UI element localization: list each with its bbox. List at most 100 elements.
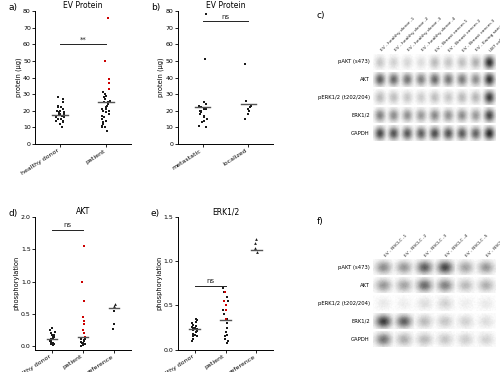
- Point: [188, 338, 196, 344]
- Point: [110, 301, 118, 307]
- Point: [48, 340, 56, 346]
- Point: [244, 111, 252, 117]
- Text: EV - NSCLC -3: EV - NSCLC -3: [424, 234, 448, 258]
- Point: [104, 101, 112, 107]
- Point: [46, 338, 54, 344]
- Point: [192, 329, 200, 335]
- Point: [224, 338, 232, 344]
- Point: [189, 326, 197, 331]
- Point: [48, 326, 56, 331]
- Point: [48, 336, 56, 342]
- Point: [220, 298, 228, 304]
- Point: [188, 324, 196, 330]
- Point: [224, 298, 232, 304]
- Text: EV - Breast cancer-2: EV - Breast cancer-2: [448, 18, 482, 52]
- Text: EV - healthy donor -3: EV - healthy donor -3: [408, 17, 443, 52]
- Point: [60, 111, 68, 117]
- Point: [58, 113, 66, 119]
- Point: [242, 98, 250, 104]
- Point: [60, 109, 68, 115]
- Title: EV Protein: EV Protein: [206, 1, 246, 10]
- Point: [219, 307, 227, 313]
- Point: [78, 340, 86, 346]
- Text: EV - NSCLC -2: EV - NSCLC -2: [404, 234, 428, 258]
- Point: [49, 340, 57, 346]
- Text: EV - Breast cancer-1: EV - Breast cancer-1: [434, 18, 468, 52]
- Point: [80, 318, 88, 324]
- Point: [254, 249, 262, 255]
- Text: EV - healthy donor -2: EV - healthy donor -2: [394, 17, 430, 52]
- Point: [103, 128, 111, 134]
- Point: [197, 108, 205, 114]
- Point: [198, 119, 206, 125]
- Point: [48, 332, 56, 338]
- Point: [56, 111, 64, 117]
- Text: EV - NSCLC -6: EV - NSCLC -6: [486, 234, 500, 258]
- Text: ns: ns: [222, 13, 230, 19]
- Point: [50, 341, 58, 347]
- Point: [102, 96, 110, 102]
- Point: [251, 245, 259, 251]
- Point: [80, 341, 88, 347]
- Point: [102, 109, 110, 115]
- Point: [99, 121, 107, 127]
- Point: [99, 108, 107, 114]
- Point: [54, 103, 62, 109]
- Point: [104, 76, 112, 82]
- Point: [56, 116, 64, 122]
- Point: [80, 337, 88, 343]
- Text: pERK1/2 (t202/204): pERK1/2 (t202/204): [318, 95, 370, 100]
- Text: ns: ns: [206, 278, 214, 284]
- Point: [192, 329, 200, 335]
- Point: [81, 334, 89, 340]
- Point: [222, 329, 230, 335]
- Point: [102, 105, 110, 110]
- Point: [46, 337, 54, 343]
- Point: [188, 320, 196, 326]
- Point: [220, 289, 228, 295]
- Point: [110, 321, 118, 327]
- Point: [46, 341, 54, 347]
- Text: EV - NSCLC -4: EV - NSCLC -4: [444, 234, 469, 258]
- Point: [54, 116, 62, 122]
- Point: [219, 285, 227, 291]
- Point: [242, 116, 250, 122]
- Point: [192, 332, 200, 338]
- Point: [110, 308, 118, 314]
- Point: [79, 342, 87, 348]
- Point: [192, 319, 200, 325]
- Point: [56, 121, 64, 127]
- Point: [220, 333, 228, 339]
- Point: [53, 108, 61, 114]
- Point: [222, 307, 230, 313]
- Point: [101, 58, 109, 64]
- Point: [46, 337, 54, 343]
- Point: [223, 294, 231, 299]
- Text: e): e): [151, 209, 160, 218]
- Point: [47, 339, 55, 345]
- Point: [79, 341, 87, 347]
- Text: EV - healthy donor -4: EV - healthy donor -4: [421, 17, 456, 52]
- Point: [54, 94, 62, 100]
- Point: [49, 334, 57, 340]
- Point: [102, 118, 110, 124]
- Text: ns: ns: [64, 222, 72, 228]
- Point: [102, 93, 110, 99]
- Point: [222, 316, 230, 322]
- Point: [222, 332, 230, 338]
- Point: [54, 105, 62, 110]
- Text: GAPDH: GAPDH: [351, 337, 370, 341]
- Point: [221, 289, 229, 295]
- Point: [202, 101, 210, 107]
- Text: b): b): [151, 3, 160, 12]
- Point: [80, 243, 88, 249]
- Point: [48, 342, 56, 348]
- Point: [193, 326, 201, 332]
- Point: [50, 335, 58, 341]
- Point: [194, 105, 202, 110]
- Point: [197, 109, 205, 115]
- Point: [200, 118, 208, 124]
- Text: AKT: AKT: [360, 77, 370, 82]
- Point: [224, 340, 232, 346]
- Point: [106, 98, 114, 104]
